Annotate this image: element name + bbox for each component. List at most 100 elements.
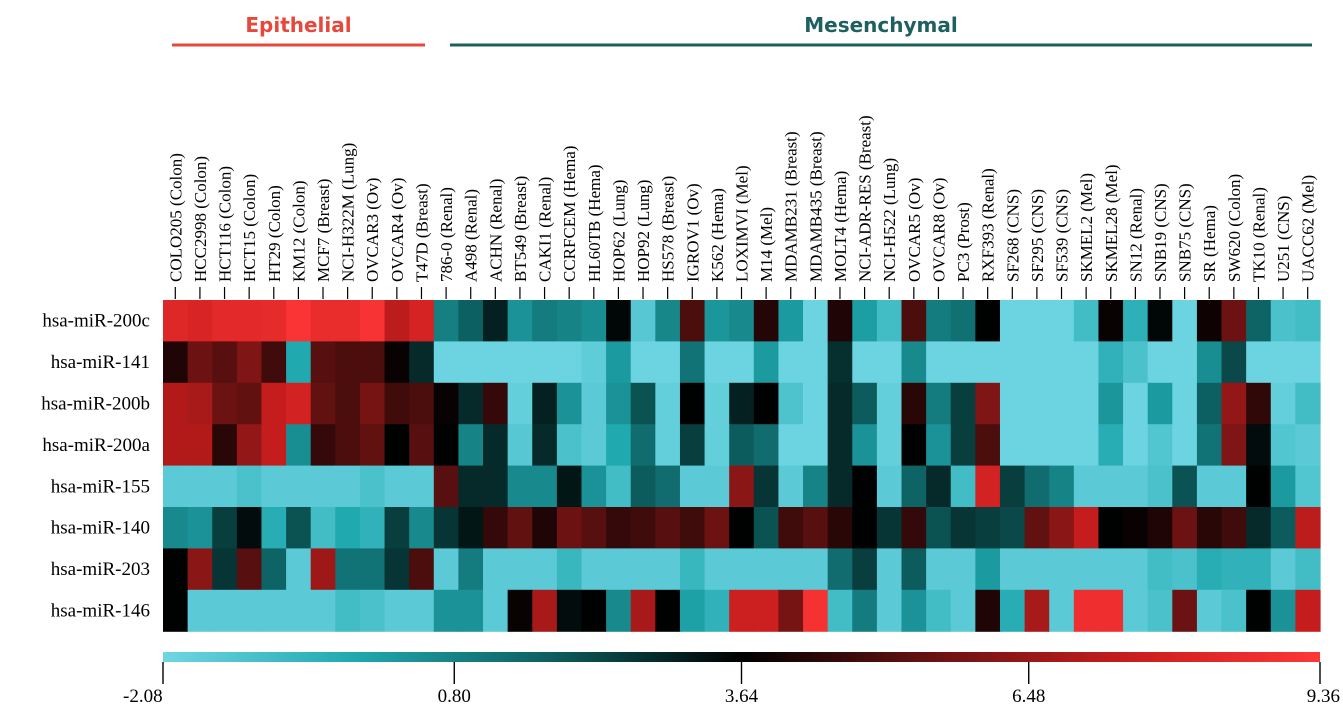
heatmap-cell xyxy=(753,507,780,549)
column-label: COLO205 (Colon) xyxy=(166,153,185,282)
heatmap-cell xyxy=(630,341,656,384)
heatmap-cell xyxy=(827,507,853,549)
heatmap-cell xyxy=(187,300,213,342)
heatmap-cell xyxy=(261,589,287,632)
heatmap-cell xyxy=(212,382,238,425)
heatmap-cell xyxy=(778,424,804,467)
heatmap-cell xyxy=(335,300,361,342)
heatmap-cell xyxy=(458,341,484,384)
heatmap-cell xyxy=(507,300,533,342)
heatmap-cell xyxy=(778,548,804,591)
heatmap-cell xyxy=(458,507,484,549)
heatmap-cell xyxy=(729,382,755,425)
heatmap-cell xyxy=(1221,507,1247,549)
heatmap-cell xyxy=(286,589,312,632)
heatmap-cell xyxy=(1123,424,1149,467)
heatmap-cell xyxy=(901,341,927,384)
heatmap-cell xyxy=(310,300,336,342)
heatmap-cell xyxy=(704,507,730,549)
heatmap-cell xyxy=(1123,548,1149,591)
heatmap-cell xyxy=(187,589,213,632)
heatmap-cell xyxy=(729,589,755,632)
row-label: hsa-miR-140 xyxy=(51,518,150,539)
heatmap-cell xyxy=(212,341,238,384)
heatmap-cell xyxy=(261,300,287,342)
heatmap-cell xyxy=(163,382,189,425)
heatmap-cell xyxy=(679,341,706,384)
heatmap-cell xyxy=(532,589,558,632)
heatmap-cell xyxy=(409,548,435,591)
column-label: TK10 (Renal) xyxy=(1249,187,1268,282)
heatmap-cell xyxy=(901,548,927,591)
group-headers: Epithelial Mesenchymal xyxy=(172,13,1312,47)
heatmap-cell xyxy=(532,507,558,549)
heatmap-cell xyxy=(999,341,1026,384)
colorbar-tick-label: 0.80 xyxy=(438,686,471,706)
heatmap-cell xyxy=(310,341,336,384)
heatmap-cell xyxy=(163,548,189,591)
heatmap-cell xyxy=(1221,300,1247,342)
heatmap-cell xyxy=(926,465,952,508)
heatmap-cell xyxy=(704,341,730,384)
heatmap-cell xyxy=(384,300,410,342)
heatmap-cell xyxy=(1147,424,1173,467)
heatmap-cell xyxy=(581,341,607,384)
colorbar-tick-label: 3.64 xyxy=(725,686,759,706)
heatmap-cell xyxy=(1024,548,1050,591)
heatmap-cell xyxy=(335,589,361,632)
row-label: hsa-miR-203 xyxy=(51,559,150,580)
heatmap-cell xyxy=(827,548,853,591)
heatmap-cell xyxy=(704,424,730,467)
heatmap-cell xyxy=(926,341,952,384)
column-label: HOP62 (Lung) xyxy=(609,180,628,282)
heatmap-cell xyxy=(606,341,632,384)
heatmap-cell xyxy=(384,382,410,425)
heatmap-cell xyxy=(630,589,656,632)
heatmap-cell xyxy=(803,300,829,342)
heatmap-cell xyxy=(310,589,336,632)
heatmap-cell xyxy=(532,300,558,342)
heatmap-cell xyxy=(1295,300,1321,342)
heatmap-cell xyxy=(261,424,287,467)
row-label: hsa-miR-146 xyxy=(51,601,150,622)
heatmap-cell xyxy=(975,507,1001,549)
heatmap-cell xyxy=(556,465,583,508)
heatmap-cell xyxy=(409,507,435,549)
heatmap-cell xyxy=(1024,382,1050,425)
heatmap-cell xyxy=(1196,300,1223,342)
heatmap-cell xyxy=(655,589,681,632)
column-label: NCI-H322M (Lung) xyxy=(339,143,358,282)
heatmap-cell xyxy=(483,589,509,632)
heatmap-cell xyxy=(999,300,1026,342)
column-label: CAKI1 (Renal) xyxy=(536,177,555,282)
heatmap-cell xyxy=(655,548,681,591)
heatmap-cell xyxy=(1123,382,1149,425)
heatmap-cell xyxy=(1123,341,1149,384)
heatmap-cell xyxy=(507,548,533,591)
heatmap-cell xyxy=(286,507,312,549)
heatmap-cell xyxy=(1123,300,1149,342)
heatmap-cell xyxy=(236,341,263,384)
heatmap-cell xyxy=(286,382,312,425)
heatmap-cell xyxy=(950,300,976,342)
heatmap-cell xyxy=(359,589,386,632)
heatmap-cell xyxy=(1172,507,1198,549)
heatmap-cell xyxy=(999,507,1026,549)
heatmap-cell xyxy=(1246,300,1272,342)
heatmap-cell xyxy=(335,382,361,425)
heatmap-cell xyxy=(187,465,213,508)
heatmap-cell xyxy=(409,300,435,342)
heatmap-cell xyxy=(926,424,952,467)
heatmap-cell xyxy=(1147,382,1173,425)
column-label: K562 (Hema) xyxy=(708,188,727,282)
heatmap-cell xyxy=(606,465,632,508)
heatmap-cell xyxy=(1295,548,1321,591)
heatmap-cell xyxy=(187,382,213,425)
heatmap-cell xyxy=(975,424,1001,467)
heatmap-cell xyxy=(753,589,780,632)
heatmap-cell xyxy=(1049,382,1075,425)
column-label: IGROV1 (Ov) xyxy=(683,183,702,282)
heatmap-cell xyxy=(679,465,706,508)
heatmap-cell xyxy=(704,548,730,591)
column-label: LOXIMVI (Mel) xyxy=(733,165,752,282)
